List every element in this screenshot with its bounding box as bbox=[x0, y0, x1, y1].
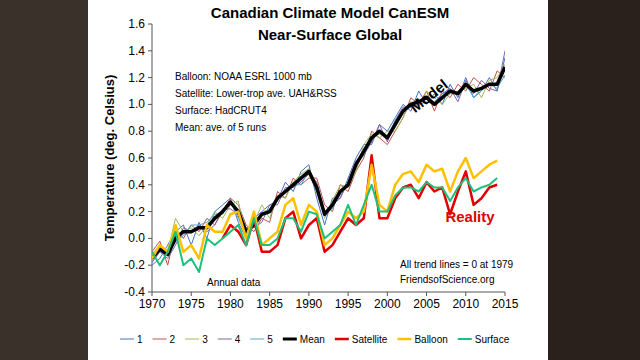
lines bbox=[152, 51, 505, 272]
legend-swatch bbox=[458, 338, 472, 340]
x-tick bbox=[348, 292, 349, 296]
title: Canadian Climate Model CanESM bbox=[211, 4, 449, 21]
annotation: Balloon: NOAA ESRL 1000 mb bbox=[175, 71, 312, 82]
room bbox=[0, 0, 640, 360]
annotation: Mean: ave. of 5 runs bbox=[175, 122, 266, 133]
x-axis bbox=[152, 292, 505, 293]
y-tick bbox=[148, 77, 152, 78]
series-line bbox=[152, 75, 505, 259]
chart: Canadian Climate Model CanESM Near-Surfac… bbox=[0, 0, 640, 360]
series-line bbox=[223, 155, 498, 251]
x-tick bbox=[308, 292, 309, 296]
x-tick bbox=[426, 292, 427, 296]
legend-label: Satellite bbox=[352, 334, 388, 345]
y-tick bbox=[148, 211, 152, 212]
legend-swatch bbox=[185, 339, 199, 340]
y-tick bbox=[148, 184, 152, 185]
y-tick-label: 0.8 bbox=[128, 124, 145, 138]
legend-label: 4 bbox=[235, 334, 241, 345]
series-line bbox=[152, 67, 505, 259]
legend-swatch bbox=[397, 338, 411, 341]
x-tick-label: 2005 bbox=[413, 297, 440, 311]
y-tick-label: 0.4 bbox=[128, 178, 145, 192]
y-tick bbox=[148, 50, 152, 51]
x-tick-label: 1990 bbox=[296, 297, 323, 311]
annotation: Annual data bbox=[207, 277, 261, 288]
annotation: Model bbox=[406, 76, 451, 116]
subtitle: Near-Surface Global bbox=[258, 26, 402, 43]
y-tick-label: -0.2 bbox=[124, 258, 145, 272]
legend-label: 2 bbox=[170, 334, 176, 345]
x-tick bbox=[191, 292, 192, 296]
x-tick-label: 1975 bbox=[178, 297, 205, 311]
annotation: Satellite: Lower-trop ave. UAH&RSS bbox=[175, 88, 337, 99]
legend-label: 3 bbox=[202, 334, 208, 345]
annotation: All trend lines = 0 at 1979 bbox=[400, 259, 514, 270]
legend-swatch bbox=[218, 339, 232, 340]
y-tick-label: 1.4 bbox=[128, 44, 145, 58]
y-tick bbox=[148, 131, 152, 132]
legend: 1 2 3 4 5 Mean Satellite Balloon Surface bbox=[120, 334, 510, 345]
x-tick-label: 2000 bbox=[374, 297, 401, 311]
x-tick-label: 1995 bbox=[335, 297, 362, 311]
series-line bbox=[152, 158, 497, 259]
y-tick bbox=[148, 158, 152, 159]
y-tick-label: 1.2 bbox=[128, 71, 145, 85]
room-right bbox=[548, 0, 640, 360]
legend-label: Balloon bbox=[414, 334, 447, 345]
x-tick bbox=[387, 292, 388, 296]
y-tick-label: 1.0 bbox=[128, 97, 145, 111]
y-tick-label: 0.0 bbox=[128, 231, 145, 245]
y-tick bbox=[148, 104, 152, 105]
axes: -0.4-0.20.00.20.40.60.81.01.21.41.619701… bbox=[124, 17, 518, 311]
x-tick-label: 2010 bbox=[452, 297, 479, 311]
y-tick-label: 0.6 bbox=[128, 151, 145, 165]
legend-swatch bbox=[250, 339, 264, 340]
annotation: FriendsofScience.org bbox=[400, 274, 495, 285]
x-tick bbox=[269, 292, 270, 296]
y-tick bbox=[148, 265, 152, 266]
x-tick-label: 1980 bbox=[217, 297, 244, 311]
x-tick bbox=[152, 292, 153, 296]
legend-label: 1 bbox=[137, 334, 143, 345]
annotation: Reality bbox=[445, 208, 495, 225]
x-tick bbox=[465, 292, 466, 296]
legend-label: Mean bbox=[300, 334, 325, 345]
y-tick bbox=[148, 238, 152, 239]
annotation: Surface: HadCRUT4 bbox=[175, 105, 267, 116]
y-label: Temperature (deg. Celsius) bbox=[102, 75, 117, 242]
series-line bbox=[152, 178, 497, 272]
x-tick bbox=[505, 292, 506, 296]
x-tick bbox=[230, 292, 231, 296]
legend-swatch bbox=[335, 338, 349, 341]
x-tick-label: 1970 bbox=[139, 297, 166, 311]
slide bbox=[88, 0, 548, 360]
legend-swatch bbox=[153, 339, 167, 340]
y-tick-label: 0.2 bbox=[128, 205, 145, 219]
y-tick bbox=[148, 292, 152, 293]
x-tick-label: 2015 bbox=[492, 297, 519, 311]
legend-swatch bbox=[283, 338, 297, 341]
y-tick-label: 1.6 bbox=[128, 17, 145, 31]
series-line bbox=[152, 51, 505, 263]
x-tick-label: 1985 bbox=[256, 297, 283, 311]
legend-label: 5 bbox=[267, 334, 273, 345]
y-tick bbox=[148, 24, 152, 25]
legend-swatch bbox=[120, 339, 134, 340]
legend-label: Surface bbox=[475, 334, 510, 345]
